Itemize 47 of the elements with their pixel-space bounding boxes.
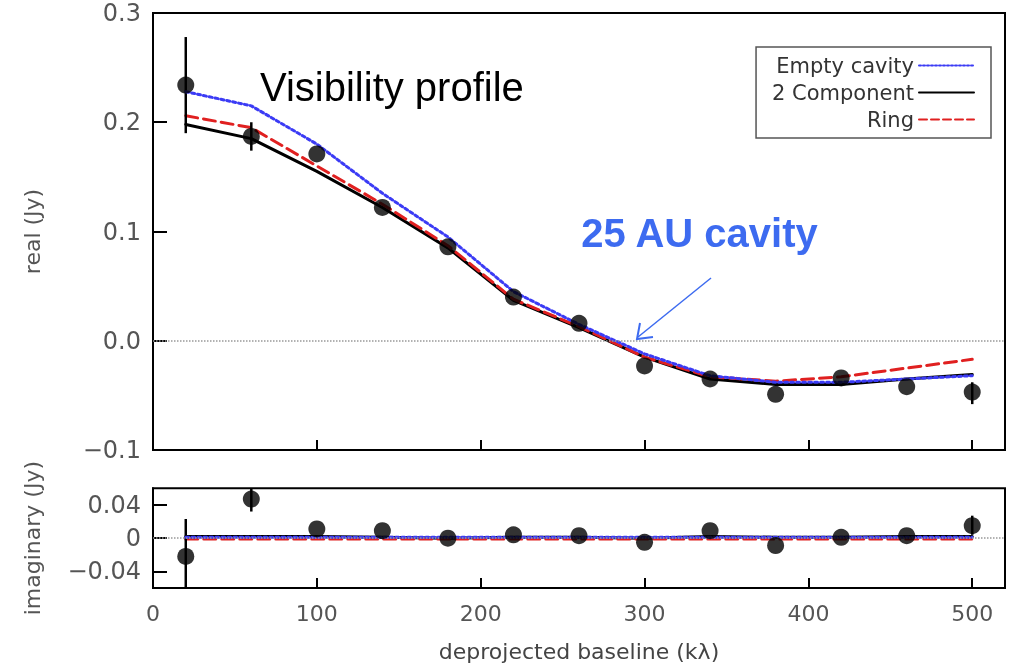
point (308, 520, 326, 538)
point (963, 383, 981, 401)
x-tick-label: 200 (459, 600, 502, 626)
legend-label: Empty cavity (776, 53, 914, 78)
point (832, 528, 850, 546)
point (832, 369, 850, 387)
x-tick-label: 300 (623, 600, 666, 626)
point (701, 370, 719, 388)
legend-label: 2 Component (772, 80, 914, 105)
point (636, 357, 654, 375)
y-tick-label: −0.1 (82, 436, 141, 464)
point (504, 288, 522, 306)
y-tick-label: 0.2 (102, 108, 141, 137)
legend-label: Ring (866, 107, 914, 132)
point (242, 127, 260, 145)
point (177, 76, 195, 94)
x-tick-label: 0 (146, 600, 160, 626)
x-tick-label: 500 (951, 600, 994, 626)
point (898, 378, 916, 396)
y-tick-label: 0.1 (102, 217, 141, 246)
annotation: 25 AU cavity (581, 210, 818, 256)
x-tick-label: 100 (295, 600, 338, 626)
point (636, 533, 654, 551)
point (439, 529, 457, 547)
point (373, 522, 391, 540)
point (767, 537, 785, 555)
point (242, 490, 260, 508)
point (898, 527, 916, 545)
point (439, 238, 457, 256)
point (570, 314, 588, 332)
y-tick-label: 0 (125, 524, 141, 553)
point (373, 198, 391, 216)
x-tick-label: 400 (787, 600, 830, 626)
x-axis-title: deprojected baseline (kλ) (438, 638, 720, 664)
y-tick-label: 0.0 (102, 326, 141, 355)
point (308, 145, 326, 163)
text: Visibility profile (260, 65, 524, 109)
point (177, 547, 195, 565)
point (701, 522, 719, 540)
y-tick-label: 0.3 (102, 0, 141, 27)
point (570, 527, 588, 545)
y-axis-title: imaginary (Jy) (19, 461, 45, 616)
point (504, 526, 522, 544)
y-tick-label: −0.04 (67, 557, 141, 586)
y-tick-label: 0.04 (87, 490, 141, 519)
point (767, 385, 785, 403)
y-axis-title: real (Jy) (19, 188, 45, 275)
